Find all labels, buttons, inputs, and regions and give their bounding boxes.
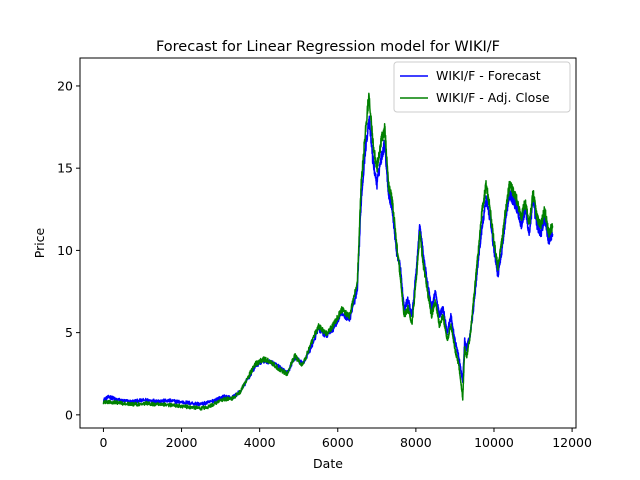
series-line-adj-close <box>102 92 554 411</box>
legend-label-forecast: WIKI/F - Forecast <box>436 68 541 83</box>
y-tick-label: 5 <box>65 325 73 340</box>
legend-label-adj-close: WIKI/F - Adj. Close <box>436 90 550 105</box>
x-tick-label: 10000 <box>474 435 514 450</box>
x-tick-label: 2000 <box>166 435 198 450</box>
x-tick-label: 8000 <box>400 435 432 450</box>
plot-frame <box>79 57 577 429</box>
x-axis: 0 2000 4000 6000 8000 10000 12000 <box>99 428 592 450</box>
x-tick-label: 0 <box>99 435 107 450</box>
y-axis-label: Price <box>32 227 47 258</box>
x-axis-label: Date <box>313 456 343 471</box>
y-tick-label: 0 <box>65 407 73 422</box>
y-axis: 0 5 10 15 20 <box>57 78 80 422</box>
legend: WIKI/F - Forecast WIKI/F - Adj. Close <box>393 61 571 113</box>
series-layer <box>102 92 554 411</box>
series-line-forecast <box>102 115 554 407</box>
y-tick-label: 10 <box>57 243 73 258</box>
x-tick-label: 6000 <box>322 435 354 450</box>
legend-box <box>393 61 571 113</box>
x-tick-label: 4000 <box>244 435 276 450</box>
y-tick-label: 15 <box>57 161 73 176</box>
x-tick-label: 12000 <box>552 435 592 450</box>
y-tick-label: 20 <box>57 78 73 93</box>
chart-title: Forecast for Linear Regression model for… <box>156 39 500 55</box>
